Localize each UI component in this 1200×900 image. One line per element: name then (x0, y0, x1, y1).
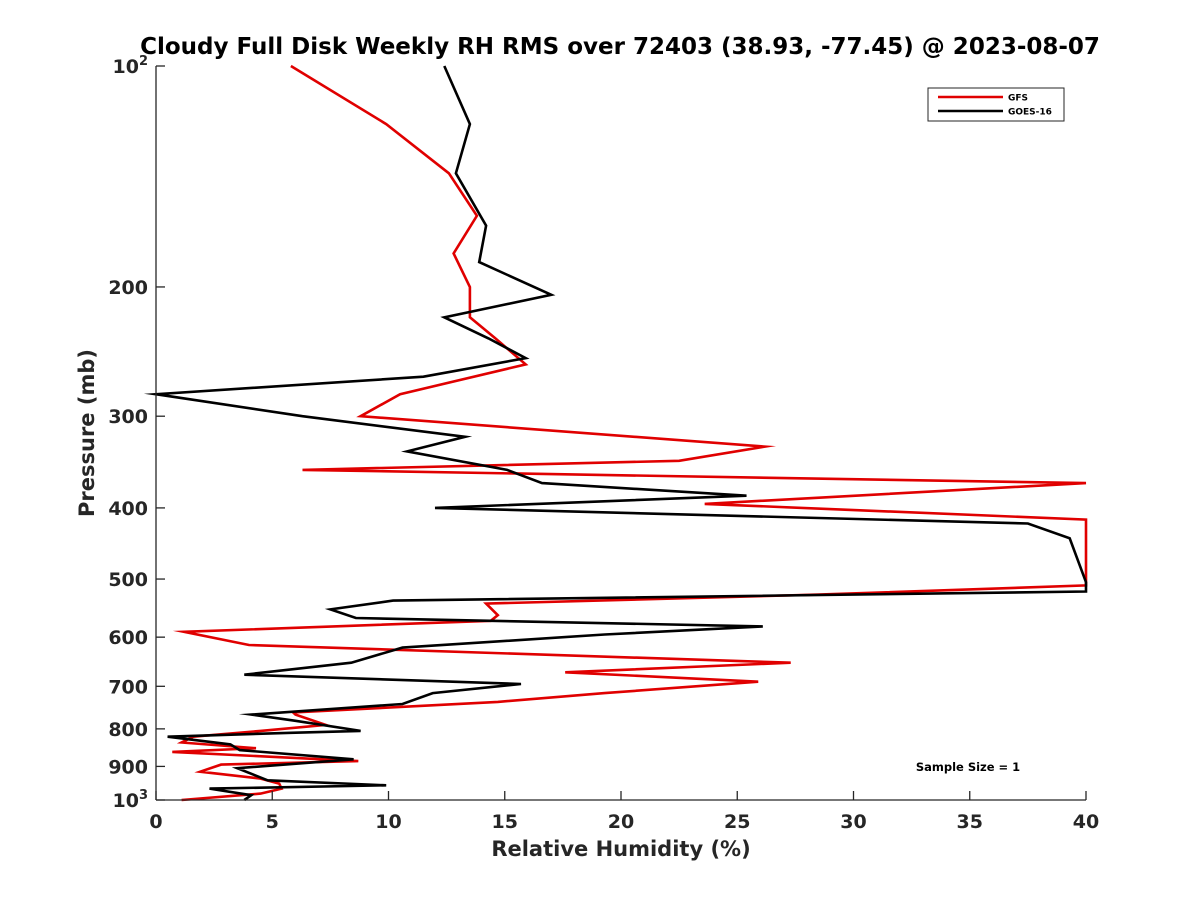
y-tick-label: 102 (113, 54, 149, 78)
x-tick-label: 40 (1073, 811, 1099, 833)
plot-lines (143, 64, 1088, 802)
legend-label-goes16: GOES-16 (1008, 108, 1052, 118)
sample-size-annotation: Sample Size = 1 (916, 760, 1020, 774)
y-tick-label: 200 (108, 277, 148, 299)
legend-box (927, 87, 1065, 122)
x-axis-label: Relative Humidity (%) (491, 837, 750, 861)
y-tick-label: 600 (108, 627, 148, 649)
y-axis-label: Pressure (mb) (75, 349, 99, 517)
x-tick-label: 5 (266, 811, 279, 833)
y-axis-ticks: 102 200 300 400 500 600 700 800 900 103 (108, 54, 165, 812)
y-tick-label: 500 (108, 569, 148, 591)
x-tick-label: 30 (840, 811, 866, 833)
y-tick-label: 103 (113, 788, 149, 812)
y-tick-label: 400 (108, 498, 148, 520)
legend-label-gfs: GFS (1008, 94, 1028, 104)
x-tick-label: 35 (957, 811, 983, 833)
y-tick-label: 700 (108, 676, 148, 698)
series-line-goes16 (143, 65, 1088, 802)
legend: GFS GOES-16 (927, 87, 1065, 122)
x-axis-ticks: 0 5 10 15 20 25 30 35 40 (149, 791, 1099, 833)
x-tick-label: 25 (724, 811, 750, 833)
x-tick-label: 20 (608, 811, 634, 833)
x-tick-label: 15 (492, 811, 518, 833)
chart-title: Cloudy Full Disk Weekly RH RMS over 7240… (140, 34, 1100, 60)
x-tick-label: 10 (375, 811, 401, 833)
y-tick-label: 300 (108, 406, 148, 428)
y-tick-label: 800 (108, 719, 148, 741)
x-tick-label: 0 (149, 811, 162, 833)
y-tick-label: 900 (108, 756, 148, 778)
